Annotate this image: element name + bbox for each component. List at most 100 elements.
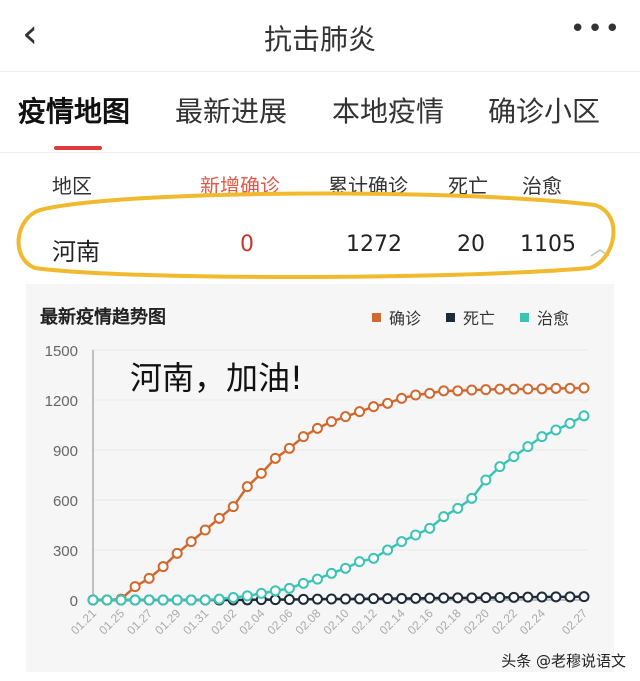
data-point [564,591,576,603]
x-tick-label: 01.29 [152,606,183,637]
x-tick-label: 02.04 [236,606,267,637]
cell-total: 1272 [346,232,402,257]
data-point [227,501,239,513]
cell-deaths: 20 [457,232,485,257]
data-point [382,544,394,556]
data-point [452,502,464,514]
active-tab-indicator [54,146,102,150]
legend-deaths[interactable]: 死亡 [446,305,495,329]
data-point [522,591,534,603]
data-point [297,431,309,443]
more-horizontal-icon[interactable]: ••• [569,14,622,44]
data-point [340,411,352,423]
data-point [480,592,492,604]
x-tick-label: 02.27 [559,606,590,637]
x-tick-label: 01.25 [96,606,127,637]
series-line-2 [93,414,585,602]
data-point [368,552,380,564]
data-point [564,417,576,429]
data-point [536,591,548,603]
data-point [396,392,408,404]
col-region: 地区 [52,174,92,198]
x-tick-label: 01.21 [68,606,99,637]
page-title: 抗击肺炎 [263,23,376,56]
data-point [550,424,562,436]
data-point [241,590,253,602]
data-point [213,512,225,524]
legend-cured[interactable]: 治愈 [520,305,569,329]
x-tick-label: 02.06 [264,606,295,637]
data-point [438,592,450,604]
x-tick-label: 02.10 [321,606,352,637]
data-point [494,461,506,473]
data-point [536,383,548,395]
data-point [255,587,267,599]
data-point [283,442,295,454]
data-point [87,594,99,606]
x-tick-label: 01.27 [124,606,155,637]
data-point [129,581,141,593]
data-point [578,591,590,603]
data-point [550,382,562,394]
chevron-left-icon[interactable]: ‹ [22,11,38,57]
data-point [410,529,422,541]
data-point [354,406,366,418]
data-point [508,591,520,603]
data-point [171,547,183,559]
trend-chart-card [26,284,614,672]
x-tick-label: 01.31 [180,606,211,637]
data-point [424,387,436,399]
y-tick-label: 0 [70,593,78,610]
data-point [185,594,197,606]
data-point [157,561,169,573]
data-point [452,592,464,604]
data-point [508,451,520,463]
cell-cured: 1105 [520,232,576,257]
data-point [171,594,183,606]
data-point [438,511,450,523]
data-point [269,585,281,597]
y-tick-label: 300 [53,543,78,560]
header: ‹ 抗击肺炎 ••• [0,0,640,72]
tab-confirmed-communities[interactable]: 确诊小区 [488,95,601,128]
tab-local-epidemic[interactable]: 本地疫情 [332,95,445,128]
tab-latest-progress[interactable]: 最新进展 [175,95,288,128]
data-point [241,481,253,493]
data-point [466,492,478,504]
data-point [382,397,394,409]
legend-swatch [520,312,529,322]
data-point [508,383,520,395]
data-point [382,593,394,605]
x-tick-label: 02.08 [292,606,323,637]
data-point [564,382,576,394]
tab-bar: 疫情地图 最新进展 本地疫情 确诊小区 [0,90,640,140]
data-point [157,594,169,606]
cell-region: 河南 [52,238,100,266]
legend-confirmed[interactable]: 确诊 [372,305,421,329]
data-point [368,401,380,413]
data-point [325,416,337,428]
x-tick-label: 02.02 [208,606,239,637]
data-point [213,593,225,605]
data-point [438,385,450,397]
legend-label: 治愈 [537,309,570,328]
data-point [368,593,380,605]
data-point [255,467,267,479]
data-point [325,593,337,605]
data-point [325,567,337,579]
data-point [311,422,323,434]
data-point [129,594,141,606]
data-point [522,441,534,453]
data-point [578,410,590,422]
data-point [354,556,366,568]
data-point [354,593,366,605]
data-point [410,389,422,401]
divider [0,152,640,153]
data-point [199,594,211,606]
data-point [340,593,352,605]
data-point [578,382,590,394]
data-point [396,593,408,604]
tab-epidemic-map[interactable]: 疫情地图 [18,95,131,128]
